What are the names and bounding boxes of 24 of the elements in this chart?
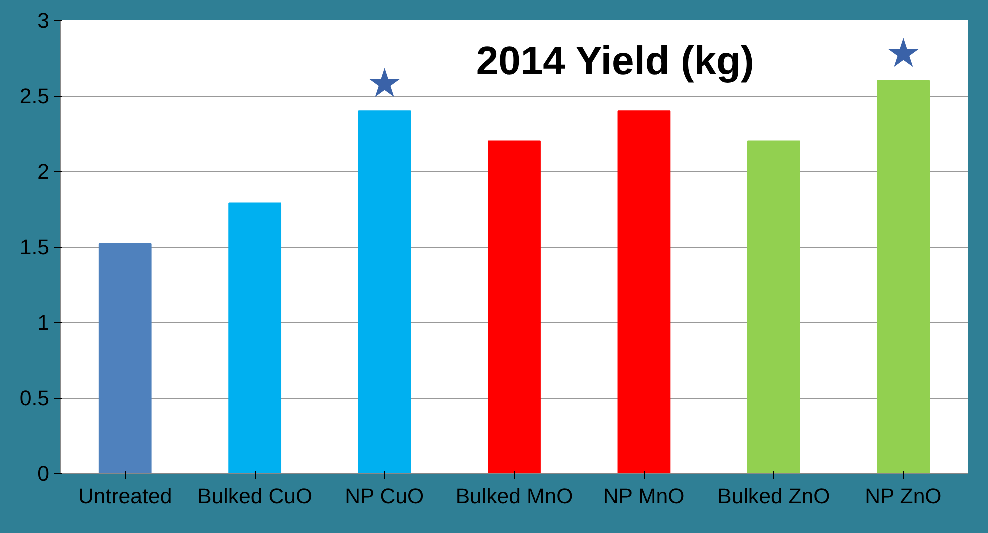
y-tick-label: 0.5 <box>20 386 50 410</box>
x-tick-label: NP ZnO <box>865 484 942 508</box>
annotation: ★ <box>886 30 922 77</box>
x-tick-label: NP MnO <box>603 484 685 508</box>
x-tick-label: Bulked MnO <box>456 484 574 508</box>
y-tick-label: 1 <box>38 311 50 335</box>
x-tick-label: Bulked CuO <box>198 484 313 508</box>
annotation: ★ <box>366 61 403 108</box>
x-tick-label: Untreated <box>78 484 172 508</box>
text: 2014 Yield (kg) <box>476 39 754 84</box>
bar <box>618 110 671 474</box>
bar <box>358 110 412 474</box>
bar <box>488 140 541 474</box>
y-tick-label: 2 <box>38 160 50 184</box>
bar <box>98 243 152 474</box>
x-tick-label: NP CuO <box>345 484 424 508</box>
bar <box>877 80 930 474</box>
y-tick-label: 2.5 <box>20 84 50 108</box>
y-tick-label: 0 <box>38 462 50 486</box>
y-tick-label: 1.5 <box>20 236 50 260</box>
y-tick-label: 3 <box>38 9 50 33</box>
bar <box>747 140 800 474</box>
x-tick-label: Bulked ZnO <box>718 484 830 508</box>
bar <box>228 202 282 474</box>
